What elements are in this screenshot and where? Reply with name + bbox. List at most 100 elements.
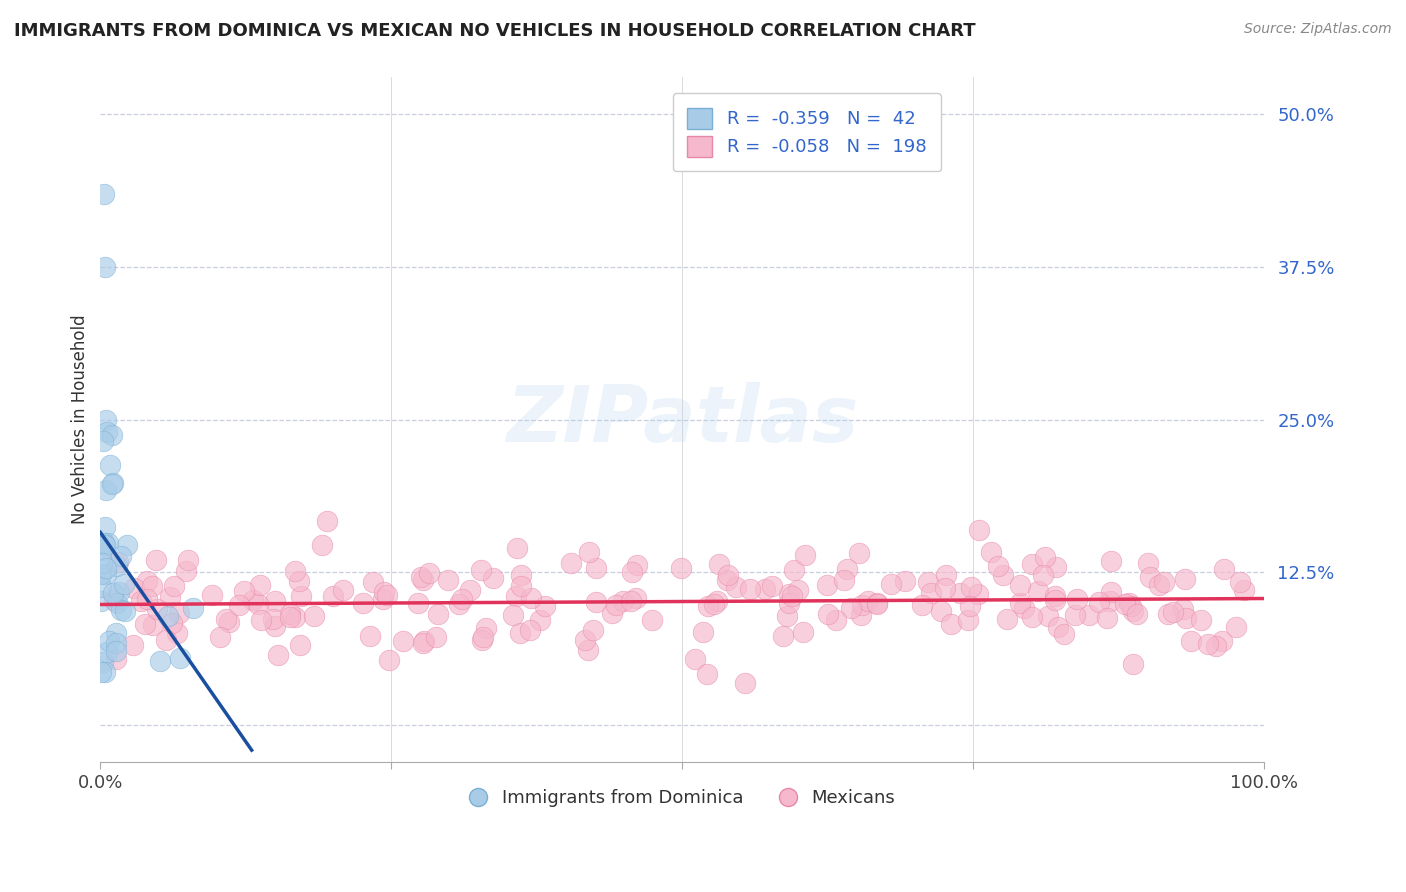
Point	[717, 568, 740, 582]
Point	[425, 630, 447, 644]
Point	[949, 585, 972, 599]
Point	[959, 599, 981, 613]
Point	[352, 596, 374, 610]
Point	[391, 634, 413, 648]
Point	[692, 625, 714, 640]
Point	[107, 556, 129, 570]
Point	[709, 557, 731, 571]
Point	[1098, 594, 1121, 608]
Point	[103, 593, 125, 607]
Point	[1205, 639, 1227, 653]
Point	[108, 584, 131, 599]
Point	[96, 425, 118, 439]
Point	[605, 598, 627, 612]
Point	[278, 607, 301, 622]
Point	[585, 561, 607, 575]
Point	[725, 580, 748, 594]
Point	[1122, 603, 1144, 617]
Point	[1095, 611, 1118, 625]
Point	[533, 599, 555, 613]
Point	[835, 562, 858, 576]
Point	[134, 616, 156, 631]
Point	[426, 607, 449, 621]
Point	[894, 574, 917, 588]
Point	[1036, 608, 1059, 623]
Point	[1053, 627, 1076, 641]
Point	[104, 625, 127, 640]
Point	[834, 573, 856, 587]
Point	[734, 676, 756, 690]
Point	[115, 538, 138, 552]
Point	[155, 633, 177, 648]
Point	[475, 622, 498, 636]
Point	[794, 549, 817, 563]
Point	[1045, 560, 1067, 574]
Point	[980, 545, 1002, 559]
Point	[288, 574, 311, 588]
Point	[703, 597, 725, 611]
Point	[470, 563, 492, 577]
Point	[1157, 607, 1180, 621]
Point	[146, 601, 169, 615]
Point	[94, 483, 117, 497]
Point	[1173, 572, 1195, 586]
Point	[851, 599, 873, 613]
Point	[787, 582, 810, 597]
Point	[361, 575, 384, 590]
Point	[262, 612, 284, 626]
Point	[472, 630, 495, 644]
Point	[315, 514, 337, 528]
Point	[91, 556, 114, 570]
Point	[263, 594, 285, 608]
Point	[215, 611, 238, 625]
Point	[159, 590, 181, 604]
Point	[451, 592, 474, 607]
Point	[105, 644, 128, 658]
Point	[112, 577, 135, 591]
Point	[602, 607, 624, 621]
Point	[149, 654, 172, 668]
Point	[740, 582, 762, 597]
Point	[880, 577, 903, 591]
Point	[841, 600, 863, 615]
Point	[1088, 595, 1111, 609]
Point	[1099, 585, 1122, 599]
Point	[94, 665, 117, 679]
Point	[519, 624, 541, 638]
Point	[911, 598, 934, 612]
Point	[373, 592, 395, 607]
Point	[1012, 600, 1035, 615]
Point	[114, 604, 136, 618]
Point	[578, 544, 600, 558]
Point	[920, 586, 942, 600]
Point	[98, 633, 121, 648]
Point	[375, 588, 398, 602]
Point	[1008, 596, 1031, 610]
Point	[1225, 619, 1247, 633]
Point	[96, 645, 118, 659]
Point	[1149, 578, 1171, 592]
Point	[509, 625, 531, 640]
Point	[1137, 556, 1160, 570]
Point	[529, 613, 551, 627]
Point	[505, 590, 527, 604]
Point	[94, 260, 117, 274]
Point	[792, 625, 814, 640]
Point	[181, 600, 204, 615]
Text: IMMIGRANTS FROM DOMINICA VS MEXICAN NO VEHICLES IN HOUSEHOLD CORRELATION CHART: IMMIGRANTS FROM DOMINICA VS MEXICAN NO V…	[14, 22, 976, 40]
Point	[683, 652, 706, 666]
Point	[141, 579, 163, 593]
Point	[502, 608, 524, 623]
Point	[359, 629, 381, 643]
Point	[290, 589, 312, 603]
Point	[377, 653, 399, 667]
Point	[1163, 606, 1185, 620]
Point	[1033, 550, 1056, 565]
Point	[436, 574, 458, 588]
Point	[247, 597, 270, 611]
Point	[1122, 657, 1144, 671]
Point	[1197, 637, 1219, 651]
Point	[145, 553, 167, 567]
Point	[957, 613, 980, 627]
Point	[509, 567, 531, 582]
